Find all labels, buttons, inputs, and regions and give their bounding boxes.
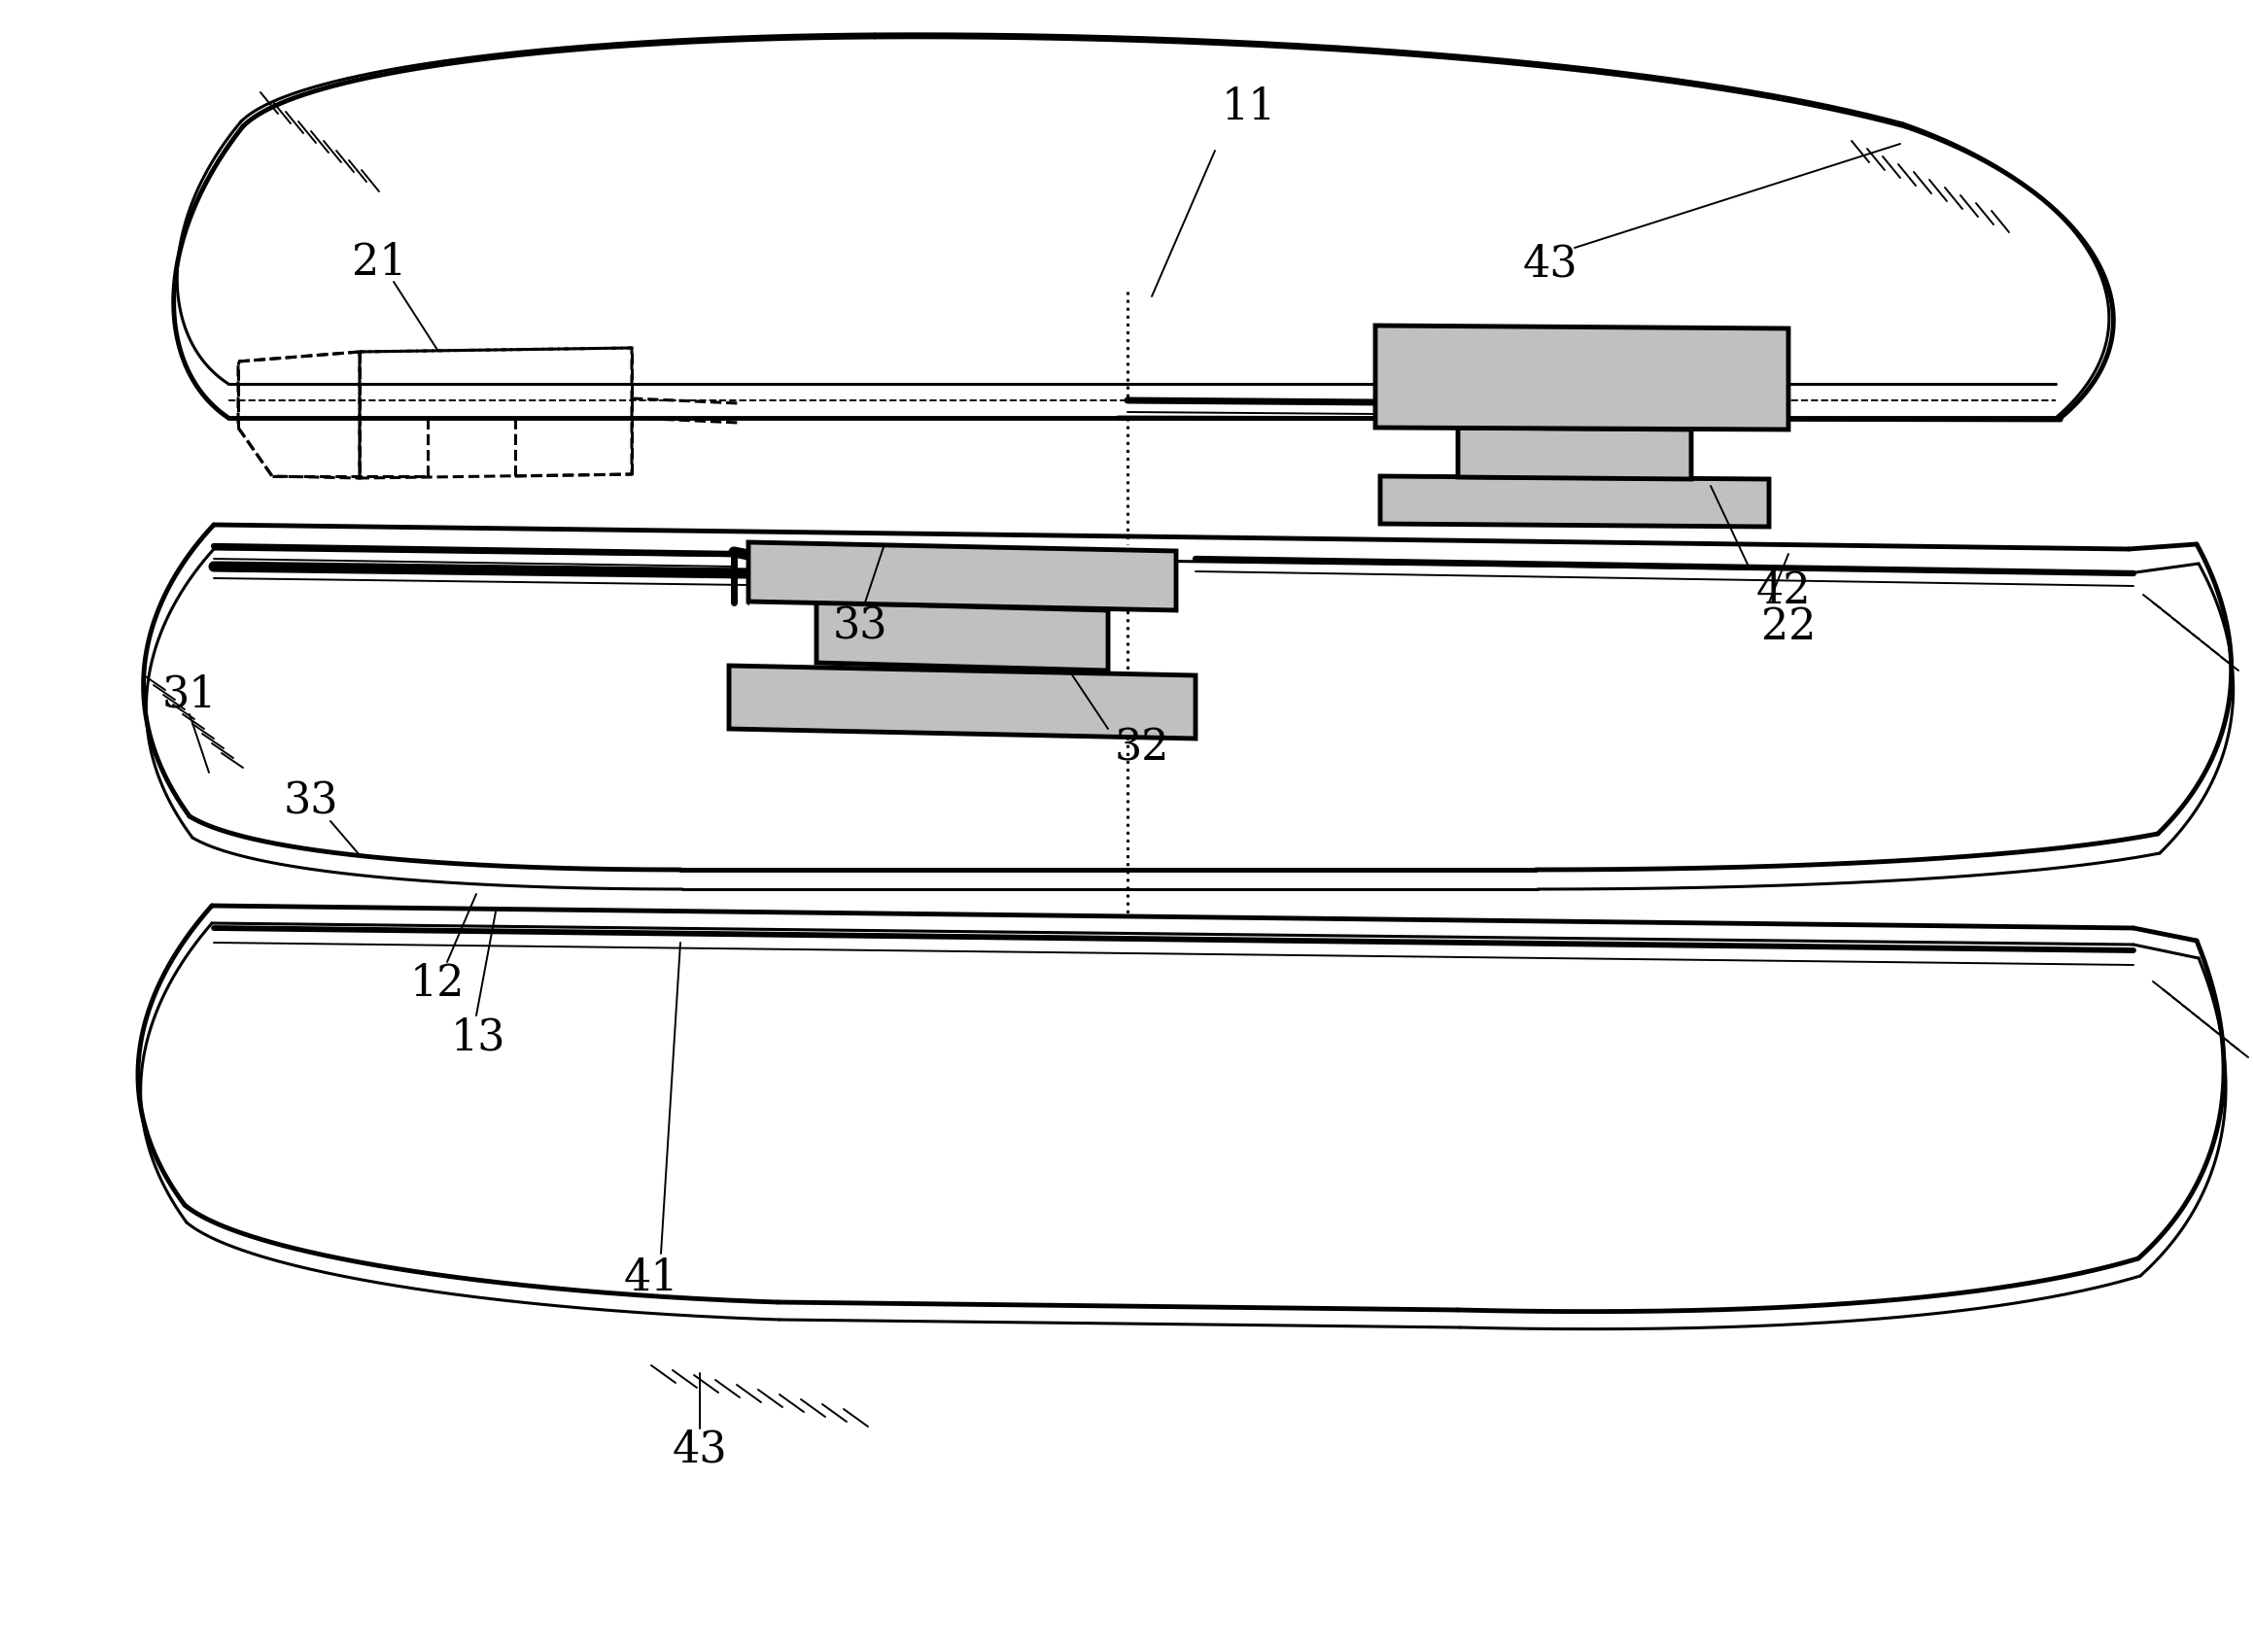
Text: 33: 33 [832,606,888,648]
Text: 22: 22 [1760,606,1817,648]
Text: 43: 43 [1524,243,1578,286]
Text: 42: 42 [1756,570,1810,611]
Text: 21: 21 [352,241,406,284]
Polygon shape [1458,428,1690,479]
Polygon shape [816,603,1109,671]
Polygon shape [728,666,1195,738]
Text: 32: 32 [1116,727,1170,770]
Text: 31: 31 [162,674,216,715]
Text: 12: 12 [410,963,464,1004]
Polygon shape [1375,325,1787,430]
Text: 43: 43 [672,1429,728,1470]
Text: 33: 33 [284,781,338,823]
Polygon shape [748,542,1177,610]
Text: 41: 41 [624,1257,678,1298]
Text: 11: 11 [1222,86,1276,127]
Polygon shape [1379,476,1769,527]
Text: 13: 13 [451,1018,505,1059]
